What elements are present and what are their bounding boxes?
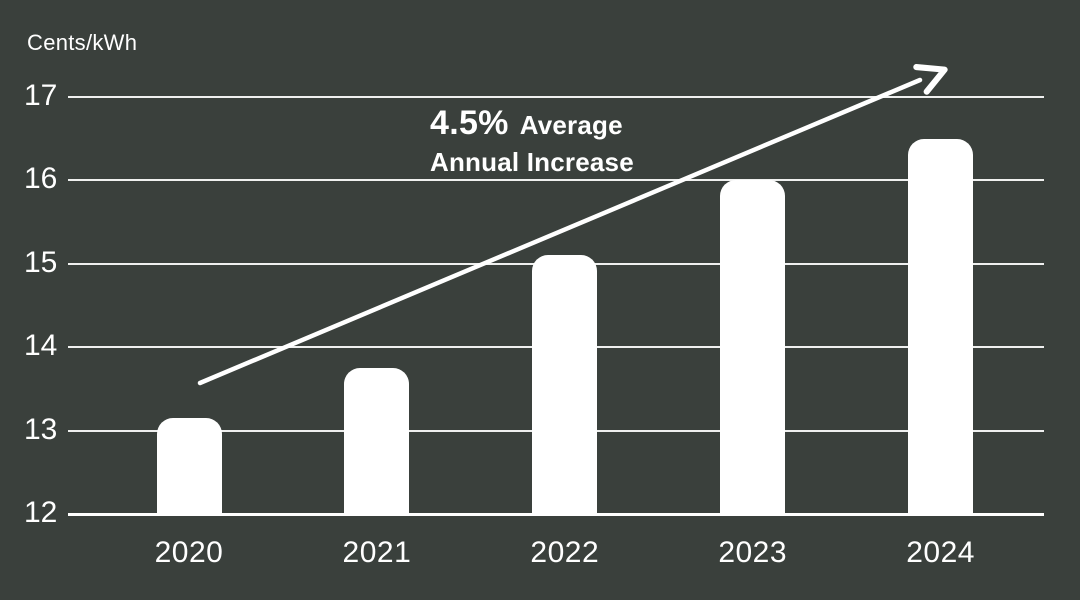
annotation-value: 4.5% [430,104,509,142]
gridline-16 [68,179,1044,182]
bar-2020 [156,418,222,516]
bar-2023 [720,180,786,516]
x-tick-label-2024: 2024 [906,536,975,569]
annotation-average-increase: 4.5% Average Annual Increase [430,104,634,178]
y-tick-label-15: 15 [24,245,58,279]
y-axis-title: Cents/kWh [27,30,138,55]
y-tick-label-14: 14 [24,329,58,363]
bar-2024 [908,138,974,516]
annotation-line1: 4.5% Average [430,104,634,144]
x-tick-label-2020: 2020 [154,536,224,569]
y-tick-label-12: 12 [24,496,58,529]
annotation-line2: Annual Increase [430,147,634,177]
y-tick-label-16: 16 [24,162,58,196]
y-tick-label-17: 17 [24,79,58,112]
bar-2022 [532,255,598,516]
annotation-word: Average [519,110,623,140]
x-tick-label-2022: 2022 [530,536,600,569]
y-tick-label-13: 13 [24,412,58,446]
x-tick-label-2021: 2021 [342,536,412,569]
x-tick-label-2023: 2023 [718,536,788,569]
bar-2021 [344,368,410,516]
gridline-17 [68,96,1044,98]
